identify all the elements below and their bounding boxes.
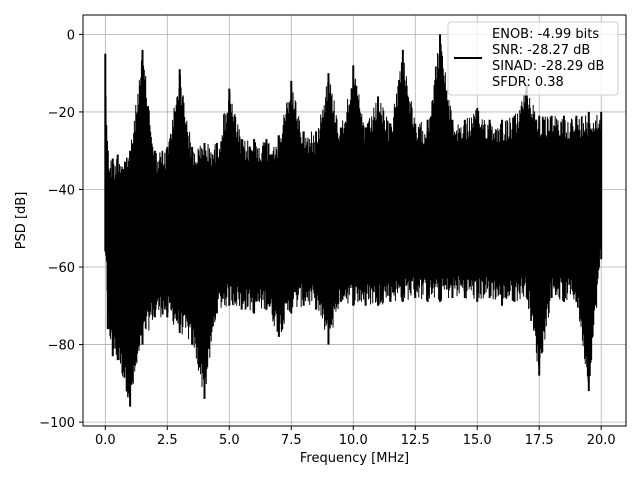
y-tick-label: −100 <box>39 416 75 431</box>
x-tick-label: 17.5 <box>525 433 554 448</box>
legend-entry-enob: ENOB: -4.99 bits <box>492 27 599 42</box>
legend: ENOB: -4.99 bits SNR: -28.27 dB SINAD: -… <box>447 21 619 96</box>
x-tick-label: 15.0 <box>463 433 492 448</box>
x-tick-label: 7.5 <box>281 433 302 448</box>
plot-frame <box>82 14 627 427</box>
legend-entry-sinad: SINAD: -28.29 dB <box>492 59 604 74</box>
legend-box <box>447 21 619 96</box>
legend-entry-sfdr: SFDR: 0.38 <box>492 75 564 90</box>
series-layer <box>104 34 603 407</box>
y-axis-label: PSD [dB] <box>14 192 29 250</box>
legend-entry-snr: SNR: -28.27 dB <box>492 43 590 58</box>
y-tick-label: −40 <box>48 183 75 198</box>
y-tick-label: −80 <box>48 339 75 354</box>
x-tick-label: 5.0 <box>219 433 240 448</box>
x-tick-label: 12.5 <box>401 433 430 448</box>
tick-layer: 0.0 2.5 5.0 7.5 10.0 12.5 15.0 17.5 20.0 0 −20 −40 −… <box>39 28 615 448</box>
y-tick-label: −20 <box>48 106 75 121</box>
y-tick-label: −60 <box>48 261 75 276</box>
x-axis-label: Frequency [MHz] <box>300 451 409 466</box>
x-tick-label: 20.0 <box>587 433 616 448</box>
y-tick-label: 0 <box>67 28 75 43</box>
x-tick-label: 10.0 <box>339 433 368 448</box>
x-tick-label: 2.5 <box>157 433 178 448</box>
x-tick-label: 0.0 <box>95 433 116 448</box>
